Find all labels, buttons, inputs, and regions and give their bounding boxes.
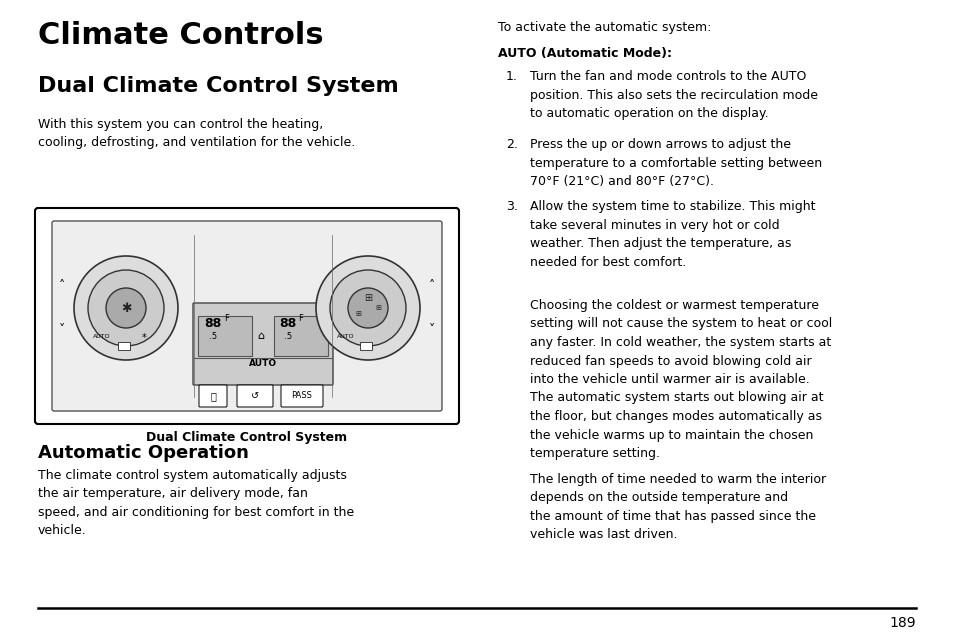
Circle shape bbox=[106, 288, 146, 328]
Circle shape bbox=[74, 256, 178, 360]
Text: 2.: 2. bbox=[505, 138, 517, 151]
Text: 88: 88 bbox=[278, 317, 296, 330]
Circle shape bbox=[348, 288, 388, 328]
Text: Press the up or down arrows to adjust the
temperature to a comfortable setting b: Press the up or down arrows to adjust th… bbox=[530, 138, 821, 188]
Text: Allow the system time to stabilize. This might
take several minutes in very hot : Allow the system time to stabilize. This… bbox=[530, 200, 815, 268]
FancyBboxPatch shape bbox=[274, 316, 328, 356]
Text: ⊞: ⊞ bbox=[355, 311, 360, 317]
Text: 189: 189 bbox=[888, 616, 915, 630]
Text: Turn the fan and mode controls to the AUTO
position. This also sets the recircul: Turn the fan and mode controls to the AU… bbox=[530, 70, 817, 120]
Text: ⊞: ⊞ bbox=[375, 305, 380, 311]
Text: 88: 88 bbox=[204, 317, 221, 330]
Text: Dual Climate Control System: Dual Climate Control System bbox=[38, 76, 398, 96]
Circle shape bbox=[315, 256, 419, 360]
Text: With this system you can control the heating,
cooling, defrosting, and ventilati: With this system you can control the hea… bbox=[38, 118, 355, 149]
Text: ⌂: ⌂ bbox=[257, 331, 264, 341]
Text: *: * bbox=[141, 333, 146, 343]
Text: Automatic Operation: Automatic Operation bbox=[38, 444, 249, 462]
Text: F: F bbox=[224, 314, 229, 323]
Text: ✱: ✱ bbox=[121, 301, 132, 314]
Bar bbox=[359, 342, 372, 350]
Text: Climate Controls: Climate Controls bbox=[38, 21, 323, 50]
Text: .5: .5 bbox=[204, 332, 217, 341]
Text: The climate control system automatically adjusts
the air temperature, air delive: The climate control system automatically… bbox=[38, 469, 354, 537]
Text: Choosing the coldest or warmest temperature
setting will not cause the system to: Choosing the coldest or warmest temperat… bbox=[530, 299, 831, 460]
Text: ˄: ˄ bbox=[59, 279, 65, 293]
Text: .5: .5 bbox=[278, 332, 292, 341]
FancyBboxPatch shape bbox=[35, 208, 458, 424]
Text: ↺: ↺ bbox=[251, 391, 259, 401]
Bar bbox=[118, 342, 130, 350]
Text: To activate the automatic system:: To activate the automatic system: bbox=[497, 21, 711, 34]
FancyBboxPatch shape bbox=[236, 385, 273, 407]
FancyBboxPatch shape bbox=[198, 316, 252, 356]
Text: ˄: ˄ bbox=[429, 279, 435, 293]
Text: Dual Climate Control System: Dual Climate Control System bbox=[146, 431, 347, 444]
Text: AUTO: AUTO bbox=[336, 333, 355, 338]
Text: ˅: ˅ bbox=[59, 324, 65, 336]
Text: AUTO: AUTO bbox=[93, 333, 111, 338]
Text: 1.: 1. bbox=[505, 70, 517, 83]
Text: ⊞: ⊞ bbox=[363, 293, 372, 303]
Text: AUTO (Automatic Mode):: AUTO (Automatic Mode): bbox=[497, 47, 671, 60]
Text: F: F bbox=[297, 314, 302, 323]
Circle shape bbox=[330, 270, 406, 346]
Text: 3.: 3. bbox=[505, 200, 517, 213]
Text: ˅: ˅ bbox=[429, 324, 435, 336]
FancyBboxPatch shape bbox=[193, 303, 333, 385]
FancyBboxPatch shape bbox=[281, 385, 323, 407]
Text: The length of time needed to warm the interior
depends on the outside temperatur: The length of time needed to warm the in… bbox=[530, 473, 825, 541]
Text: PASS: PASS bbox=[292, 392, 313, 401]
FancyBboxPatch shape bbox=[199, 385, 227, 407]
Text: AUTO: AUTO bbox=[249, 359, 276, 368]
Text: ⏻: ⏻ bbox=[210, 391, 215, 401]
Circle shape bbox=[88, 270, 164, 346]
FancyBboxPatch shape bbox=[52, 221, 441, 411]
